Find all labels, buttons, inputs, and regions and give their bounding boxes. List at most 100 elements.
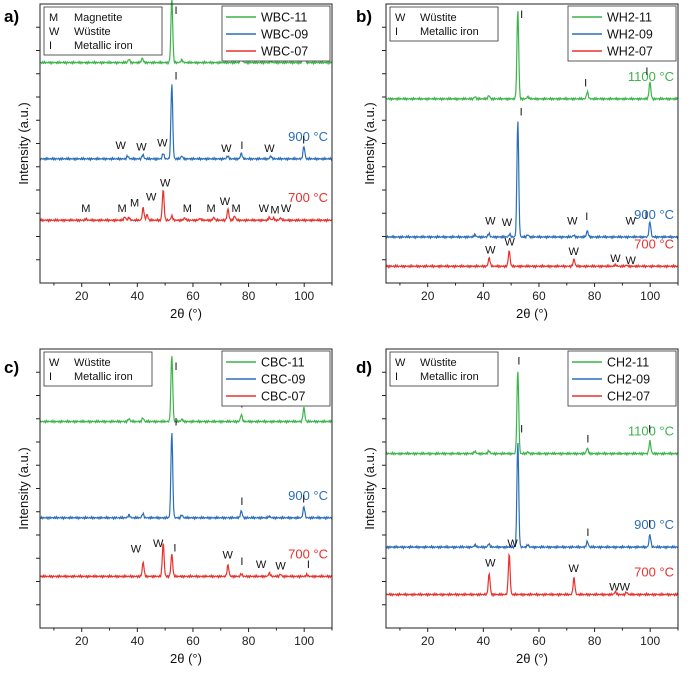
x-tick-label: 100 (294, 289, 314, 303)
phase-marker: W (153, 538, 164, 550)
x-axis-label: 2θ (°) (516, 651, 548, 666)
x-tick-label: 20 (421, 634, 435, 648)
x-tick-label: 20 (75, 289, 89, 303)
legend-entry: CH2-09 (607, 373, 650, 387)
phase-legend-box (43, 6, 163, 56)
phase-marker: W (221, 143, 232, 155)
x-axis-label: 2θ (°) (516, 306, 548, 321)
series-line-cbc-11 (39, 356, 333, 425)
temperature-label: 900 °C (634, 517, 674, 532)
x-tick-label: 40 (477, 289, 491, 303)
x-tick-label: 60 (186, 289, 200, 303)
x-tick-label: 100 (294, 634, 314, 648)
phase-legend-name: Metallic iron (74, 371, 133, 383)
phase-legend-symbol: I (49, 40, 52, 52)
phase-marker: W (485, 245, 496, 257)
phase-legend-symbol: I (395, 26, 398, 38)
phase-marker: W (157, 137, 168, 149)
x-tick-label: 80 (588, 634, 602, 648)
phase-legend-box (389, 6, 499, 42)
x-tick-label: 60 (532, 634, 546, 648)
legend-entry: WBC-07 (261, 45, 308, 59)
phase-marker: WW (609, 581, 630, 593)
series-line-wbc-11 (39, 0, 333, 66)
phase-marker: I (307, 559, 310, 571)
phase-marker: W (569, 563, 580, 575)
phase-legend-name: Wüstite (420, 357, 457, 369)
series-line-wh2-09 (385, 121, 679, 240)
phase-legend-symbol: W (49, 26, 60, 38)
phase-marker: I (586, 527, 589, 539)
y-axis-label: Intensity (a.u.) (16, 447, 31, 529)
phase-marker: W (275, 560, 286, 572)
y-axis-label: Intensity (a.u.) (362, 102, 377, 184)
panel-label: d) (356, 358, 372, 377)
phase-legend-symbol: I (49, 371, 52, 383)
phase-marker: M (206, 203, 215, 215)
x-tick-label: 60 (532, 289, 546, 303)
phase-legend-symbol: I (395, 371, 398, 383)
series-line-ch2-11 (385, 371, 679, 457)
phase-marker: W (259, 203, 270, 215)
phase-marker: I (240, 556, 243, 568)
phase-marker: I (302, 135, 305, 147)
phase-legend-name: Wüstite (74, 357, 111, 369)
phase-marker: W (626, 215, 637, 227)
phase-marker: I (517, 355, 520, 367)
phase-marker: I (174, 417, 177, 429)
phase-marker: I (586, 433, 589, 445)
phase-marker: I (644, 210, 647, 222)
phase-marker: W (505, 236, 516, 248)
series-line-wbc-09 (39, 84, 333, 162)
series-line-ch2-09 (385, 443, 679, 550)
phase-marker: W (131, 544, 142, 556)
series-line-wbc-07 (39, 189, 333, 223)
legend-entry: WH2-11 (607, 11, 652, 25)
phase-marker: I (645, 66, 648, 78)
x-tick-label: 80 (242, 634, 256, 648)
phase-legend-name: Metallic iron (420, 26, 479, 38)
phase-marker: I (520, 107, 523, 119)
legend-entry: WBC-09 (261, 28, 308, 42)
temperature-label: 700 °C (634, 565, 674, 580)
phase-marker: I (584, 77, 587, 89)
phase-marker: W (569, 246, 580, 258)
phase-marker: I (520, 9, 523, 21)
legend-entry: CBC-07 (261, 390, 306, 404)
phase-legend-name: Wüstite (74, 26, 111, 38)
y-axis-label: Intensity (a.u.) (362, 447, 377, 529)
series-line-wh2-11 (385, 11, 679, 102)
temperature-label: 1100 °C (628, 424, 674, 439)
phase-marker: I (174, 70, 177, 82)
phase-marker: I (648, 424, 651, 436)
series-line-wh2-07 (385, 250, 679, 270)
phase-marker: I (302, 493, 305, 505)
phase-marker: I (240, 496, 243, 508)
temperature-label: 700 °C (288, 190, 328, 205)
phase-marker: W (264, 143, 275, 155)
phase-legend-name: Magnetite (74, 12, 122, 24)
phase-marker: W (281, 203, 292, 215)
phase-marker: M (270, 204, 279, 216)
x-tick-label: 100 (640, 289, 660, 303)
temperature-label: 700 °C (634, 236, 674, 251)
x-tick-label: 40 (477, 634, 491, 648)
phase-legend-name: Metallic iron (420, 371, 479, 383)
temperature-label: 700 °C (288, 546, 328, 561)
phase-marker: I (648, 519, 651, 531)
x-tick-label: 100 (640, 634, 660, 648)
legend-entry: CBC-11 (261, 356, 305, 370)
temperature-label: 900 °C (634, 207, 674, 222)
legend-entry: CH2-07 (607, 390, 650, 404)
legend-entry: CBC-09 (261, 373, 306, 387)
phase-marker: W (220, 196, 231, 208)
series-line-cbc-09 (39, 432, 333, 521)
temperature-label: 900 °C (288, 129, 328, 144)
phase-marker: W (626, 255, 637, 267)
phase-marker: W (485, 215, 496, 227)
panel-label: b) (356, 7, 372, 26)
phase-marker: M (130, 197, 139, 209)
panel-label: c) (4, 358, 19, 377)
